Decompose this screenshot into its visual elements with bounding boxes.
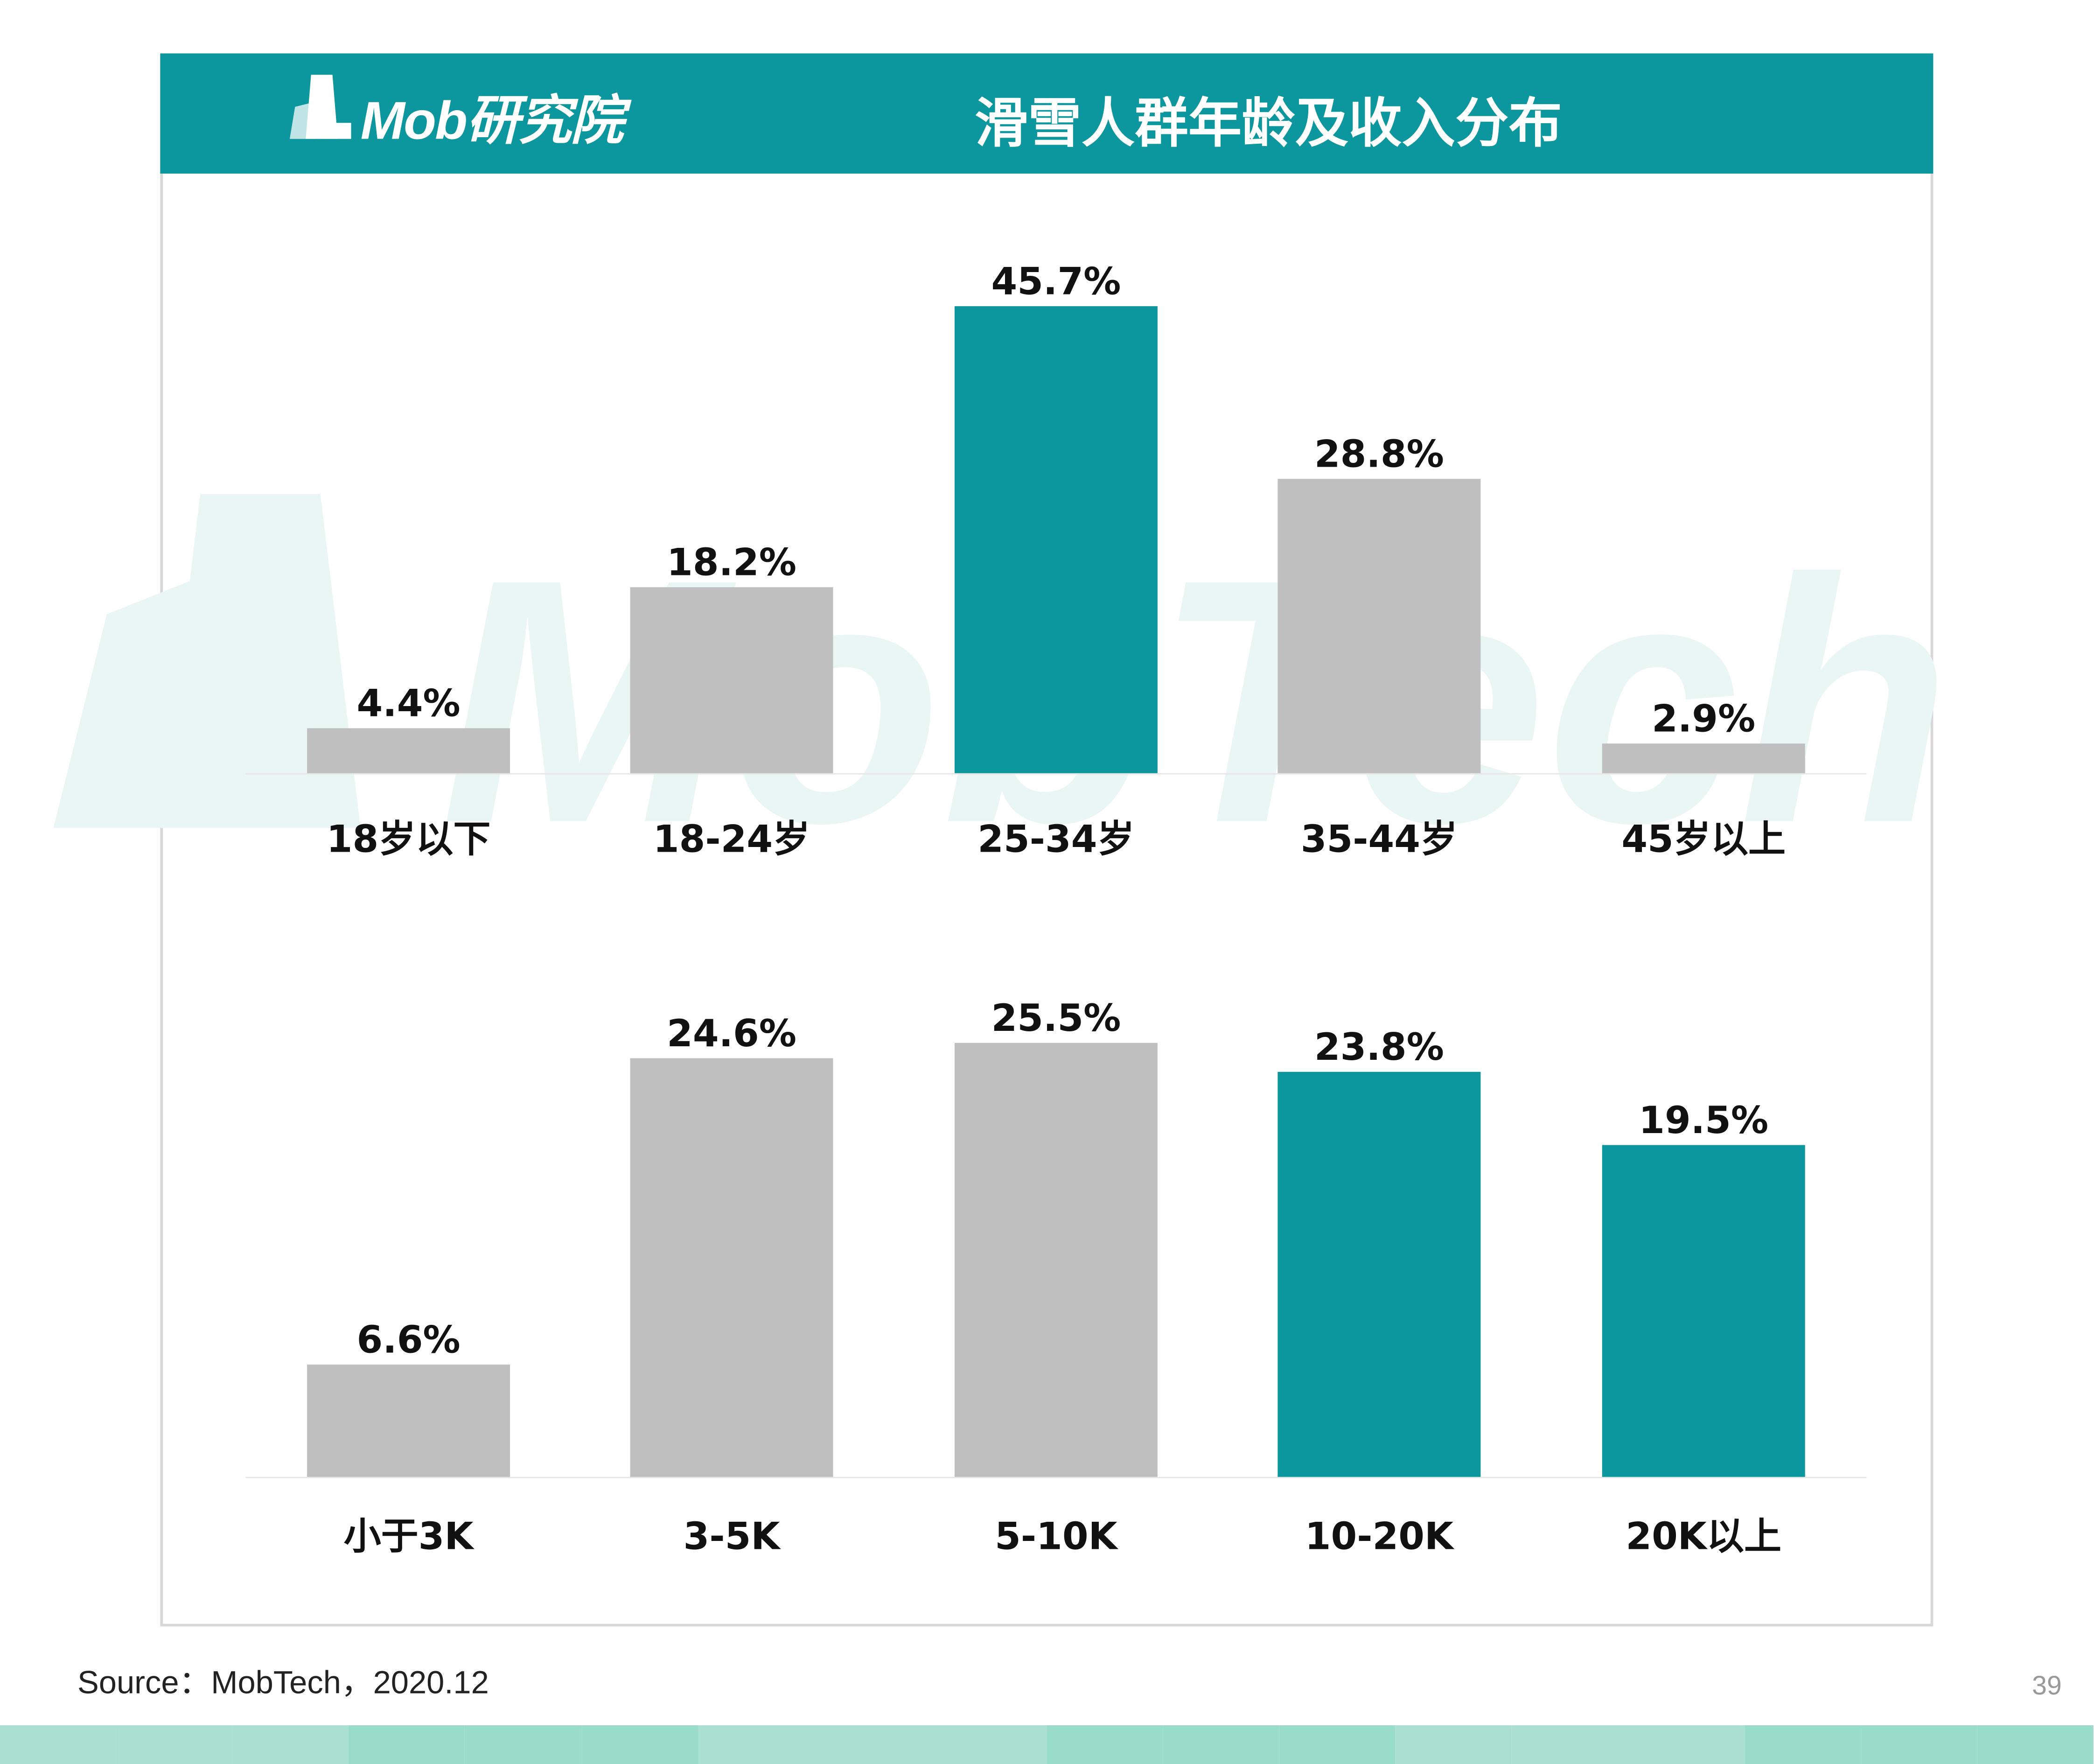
chart-1-bar-3	[954, 306, 1158, 773]
footer-segment	[581, 1725, 698, 1764]
chart-2-bar-5	[1602, 1145, 1805, 1477]
chart-2-category-label-2: 3-5K	[684, 1514, 782, 1558]
chart-1-category-label-3: 25-34岁	[977, 818, 1134, 861]
chart-1-category-label-5: 45岁以上	[1621, 818, 1786, 861]
chart-2-bar-3	[954, 1043, 1158, 1477]
page-title: 滑雪人群年龄及收入分布	[974, 93, 1562, 155]
footer-segment	[698, 1725, 814, 1764]
chart-2-value-label-3: 25.5%	[991, 996, 1121, 1040]
footer-segment	[0, 1725, 117, 1764]
chart-2-value-label-4: 23.8%	[1314, 1025, 1444, 1069]
footer-segment	[1977, 1725, 2094, 1764]
chart-2-value-label-1: 6.6%	[357, 1318, 461, 1361]
footer-segment	[232, 1725, 349, 1764]
chart-1-bar-4	[1277, 479, 1481, 773]
footer-segment	[465, 1725, 582, 1764]
chart-2-value-label-2: 24.6%	[667, 1012, 796, 1055]
chart-2-bar-2	[630, 1058, 833, 1477]
chart-1-bar-1	[307, 728, 510, 773]
footer-segment	[116, 1725, 233, 1764]
footer-segment	[349, 1725, 466, 1764]
chart-1-category-label-4: 35-44岁	[1301, 818, 1458, 861]
chart-2-category-label-5: 20K以上	[1626, 1514, 1781, 1558]
chart-2-bar-4	[1277, 1071, 1481, 1477]
footer-segment	[1628, 1725, 1745, 1764]
chart-1-category-label-1: 18岁以下	[327, 818, 491, 861]
footer-segment	[1279, 1725, 1396, 1764]
footer-segment	[1163, 1725, 1279, 1764]
chart-1-bar-5	[1602, 743, 1805, 773]
chart-1-value-label-1: 4.4%	[357, 682, 461, 725]
chart-2-category-label-4: 10-20K	[1305, 1514, 1455, 1558]
footer-segment	[930, 1725, 1047, 1764]
chart-1-value-label-3: 45.7%	[991, 259, 1121, 303]
chart-2-category-label-1: 小于3K	[344, 1514, 475, 1558]
mob-logo-icon	[289, 75, 351, 139]
footer-segment	[1744, 1725, 1861, 1764]
page-number: 39	[2032, 1672, 2062, 1701]
footer-segment	[1861, 1725, 1977, 1764]
chart-2-bar-1	[307, 1365, 510, 1477]
chart-1-value-label-5: 2.9%	[1652, 697, 1755, 741]
footer-segment	[814, 1725, 931, 1764]
header-bar	[160, 53, 1933, 174]
chart-2-category-label-3: 5-10K	[995, 1514, 1118, 1558]
source-note: Source：MobTech，2020.12	[77, 1665, 489, 1701]
chart-1-category-label-2: 18-24岁	[653, 818, 810, 861]
footer-strip	[0, 1725, 2094, 1764]
footer-segment	[1047, 1725, 1163, 1764]
chart-1-value-label-2: 18.2%	[667, 541, 796, 584]
footer-segment	[1396, 1725, 1512, 1764]
chart-2-value-label-5: 19.5%	[1639, 1099, 1768, 1142]
logo-text: Mob研究院	[360, 92, 624, 151]
chart-1-value-label-4: 28.8%	[1314, 432, 1444, 476]
footer-segment	[1512, 1725, 1628, 1764]
chart-1-bar-2	[630, 587, 833, 773]
